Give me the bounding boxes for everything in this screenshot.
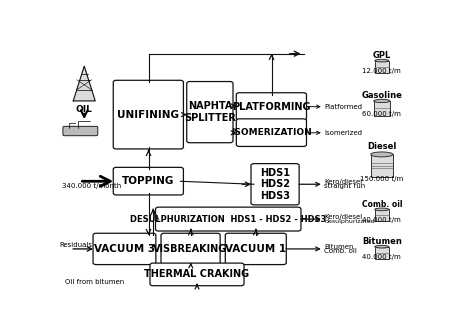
Text: NAPHTA
SPLITTER: NAPHTA SPLITTER (184, 101, 236, 123)
Text: 40.000 t/m: 40.000 t/m (363, 216, 401, 223)
Text: 150.000 t/m: 150.000 t/m (360, 176, 403, 182)
Text: Gasoline: Gasoline (361, 91, 402, 100)
Ellipse shape (374, 99, 390, 103)
Text: VACUUM 1: VACUUM 1 (225, 244, 286, 254)
FancyBboxPatch shape (375, 209, 389, 221)
Text: TOPPING: TOPPING (122, 176, 174, 186)
FancyBboxPatch shape (161, 233, 220, 265)
Ellipse shape (375, 208, 389, 211)
Text: Bitumen: Bitumen (325, 244, 354, 250)
Text: GPL: GPL (373, 51, 391, 60)
FancyBboxPatch shape (63, 126, 98, 136)
Text: VISBREAKING: VISBREAKING (154, 244, 228, 254)
FancyBboxPatch shape (371, 154, 393, 177)
FancyBboxPatch shape (375, 61, 389, 73)
Ellipse shape (375, 245, 389, 248)
FancyBboxPatch shape (375, 247, 389, 259)
FancyBboxPatch shape (237, 119, 307, 146)
Text: Kero/diesel: Kero/diesel (325, 179, 363, 185)
Text: Platformed: Platformed (325, 104, 363, 109)
Text: 12.000 t/m: 12.000 t/m (363, 68, 401, 74)
Text: DESULPHURIZATION  HDS1 - HDS2 - HDS3: DESULPHURIZATION HDS1 - HDS2 - HDS3 (130, 214, 327, 224)
Text: HDS1
HDS2
HDS3: HDS1 HDS2 HDS3 (260, 168, 290, 201)
FancyBboxPatch shape (225, 233, 286, 265)
Text: Isomerized: Isomerized (325, 130, 363, 136)
Text: 40.000 t/m: 40.000 t/m (363, 254, 401, 260)
FancyBboxPatch shape (113, 167, 183, 195)
Text: VACUUM 3: VACUUM 3 (94, 244, 155, 254)
Ellipse shape (375, 59, 389, 62)
Text: THERMAL CRAKING: THERMAL CRAKING (145, 269, 250, 279)
Text: straight run: straight run (325, 183, 366, 189)
Text: Oil from bitumen: Oil from bitumen (65, 279, 124, 285)
FancyBboxPatch shape (93, 233, 156, 265)
FancyBboxPatch shape (237, 93, 307, 120)
Text: Kero/diesel: Kero/diesel (325, 214, 363, 220)
Text: Bitumen: Bitumen (362, 237, 402, 246)
FancyBboxPatch shape (155, 207, 301, 231)
FancyBboxPatch shape (374, 101, 390, 116)
FancyBboxPatch shape (251, 164, 299, 205)
Ellipse shape (371, 152, 393, 157)
Text: 340.000 t/month: 340.000 t/month (62, 183, 121, 189)
FancyBboxPatch shape (113, 80, 183, 149)
FancyBboxPatch shape (187, 81, 233, 143)
Text: desulphurizated: desulphurizated (325, 219, 375, 224)
Text: Comb. oil: Comb. oil (362, 200, 402, 209)
Text: Residuals: Residuals (60, 242, 92, 248)
Text: OIL: OIL (76, 105, 93, 114)
Text: Comb. oil: Comb. oil (325, 248, 357, 254)
Text: Diesel: Diesel (367, 142, 396, 151)
Text: ISOMERIZATION: ISOMERIZATION (231, 128, 312, 137)
Text: PLATFORMING: PLATFORMING (232, 101, 310, 111)
Text: 60.000 t/m: 60.000 t/m (362, 111, 401, 117)
Polygon shape (73, 66, 95, 101)
Text: UNIFINING: UNIFINING (118, 109, 179, 120)
FancyBboxPatch shape (150, 263, 244, 286)
